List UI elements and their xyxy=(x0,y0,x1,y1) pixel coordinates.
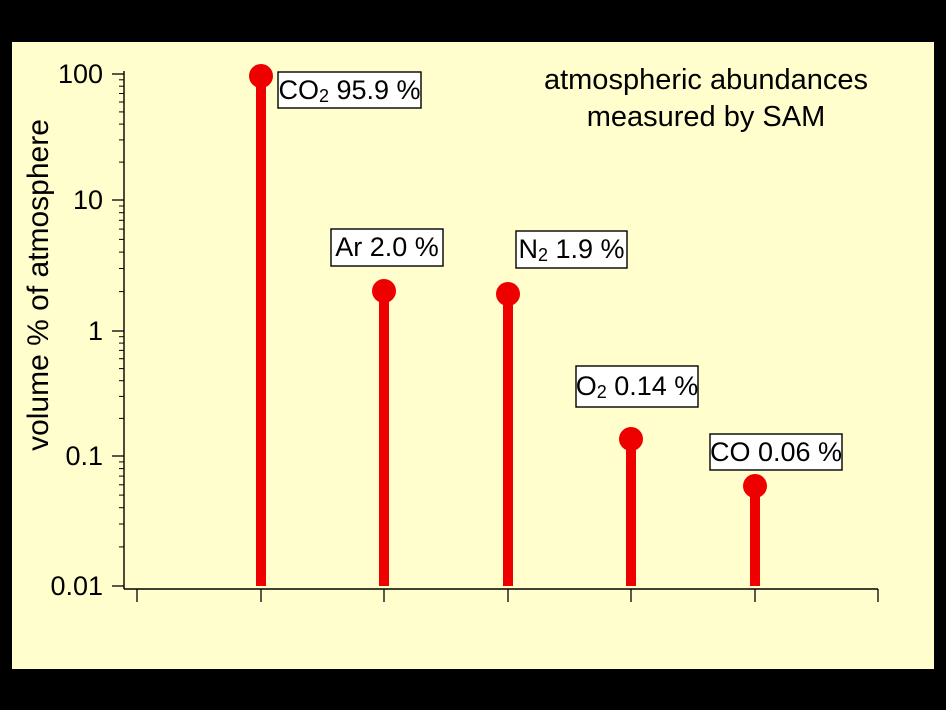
svg-text:1: 1 xyxy=(88,316,103,346)
svg-text:100: 100 xyxy=(58,59,103,89)
svg-text:0.01: 0.01 xyxy=(50,571,103,601)
svg-text:0.1: 0.1 xyxy=(65,441,103,471)
svg-text:10: 10 xyxy=(73,185,103,215)
